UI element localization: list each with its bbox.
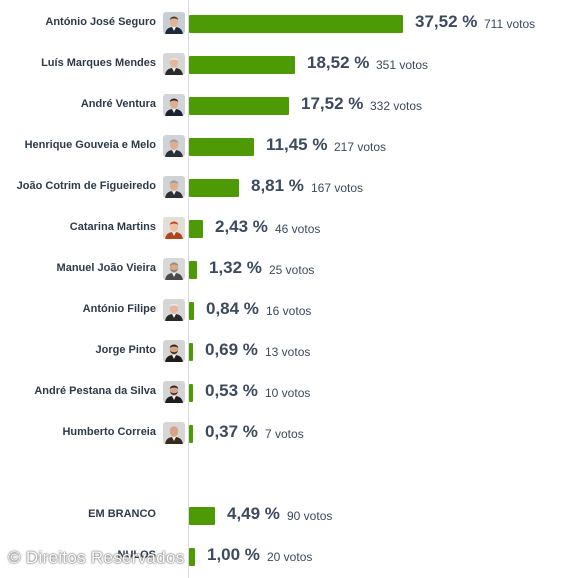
candidate-name: Humberto Correia [62,426,156,438]
axis-line [188,0,189,578]
percentage-label: 18,52 % [307,53,370,72]
candidate-name: Luís Marques Mendes [41,57,156,69]
result-bar [189,302,194,320]
candidate-row: Jorge Pinto 0,69 % 13 votos [0,340,574,364]
votes-label: 10 votos [265,386,311,400]
candidate-name: André Ventura [80,98,156,110]
percentage-label: 0,84 % [206,299,259,318]
candidate-avatar-icon [163,135,185,157]
percentage-label: 17,52 % [301,94,364,113]
candidate-name: António Filipe [82,303,156,315]
candidate-name: NULOS [117,549,157,561]
candidate-avatar-icon [163,258,185,280]
candidate-row: Catarina Martins 2,43 % 46 votos [0,217,574,241]
candidate-name: António José Seguro [45,16,156,28]
candidate-name: André Pestana da Silva [34,385,156,397]
candidate-row: António José Seguro 37,52 % 711 votos [0,12,574,36]
candidate-row: João Cotrim de Figueiredo 8,81 % 167 votos [0,176,574,200]
candidate-avatar-icon [163,340,185,362]
result-bar [189,220,203,238]
percentage-label: 11,45 % [266,135,328,154]
votes-label: 90 votos [287,509,333,523]
percentage-label: 1,32 % [209,258,262,277]
candidate-row: Manuel João Vieira 1,32 % 25 votos [0,258,574,282]
candidate-row: André Pestana da Silva 0,53 % 10 votos [0,381,574,405]
candidate-row: Henrique Gouveia e Melo 11,45 % 217 votos [0,135,574,159]
candidate-row: António Filipe 0,84 % 16 votos [0,299,574,323]
votes-label: 351 votos [376,58,429,72]
candidate-row: Humberto Correia 0,37 % 7 votos [0,422,574,446]
watermark: © Direitos Reservados [8,548,185,567]
percentage-label: 0,69 % [205,340,258,359]
votes-label: 46 votos [275,222,321,236]
candidate-name: Jorge Pinto [95,344,156,356]
candidate-row: EM BRANCO 4,49 % 90 votos [0,504,574,528]
result-bar [189,179,239,197]
candidate-avatar-icon [163,299,185,321]
percentage-label: 0,37 % [205,422,258,441]
votes-label: 167 votos [311,181,364,195]
percentage-label: 2,43 % [215,217,268,236]
candidate-row: André Ventura 17,52 % 332 votos [0,94,574,118]
result-bar [189,138,254,156]
candidate-avatar-icon [163,94,185,116]
percentage-label: 8,81 % [251,176,304,195]
result-bar [189,507,215,525]
candidate-avatar-icon [163,217,185,239]
candidate-avatar-icon [163,12,185,34]
candidate-name: Henrique Gouveia e Melo [24,139,156,151]
votes-label: 13 votos [265,345,311,359]
candidate-avatar-icon [163,422,185,444]
result-bar [189,425,193,443]
percentage-label: 1,00 % [207,545,260,564]
candidate-name: EM BRANCO [88,508,156,520]
candidate-avatar-icon [163,381,185,403]
candidate-row: NULOS 1,00 % 20 votos [0,545,574,569]
percentage-label: 0,53 % [205,381,258,400]
votes-label: 711 votos [484,17,536,31]
result-bar [189,97,289,115]
votes-label: 7 votos [265,427,304,441]
candidate-avatar-icon [163,53,185,75]
votes-label: 16 votos [266,304,312,318]
result-bar [189,261,197,279]
candidate-name: Catarina Martins [69,221,156,233]
result-bar [189,384,193,402]
candidate-name: João Cotrim de Figueiredo [16,180,156,192]
candidate-name: Manuel João Vieira [56,262,156,274]
votes-label: 332 votos [370,99,423,113]
result-bar [189,548,195,566]
candidate-avatar-icon [163,176,185,198]
result-bar [189,56,295,74]
votes-label: 25 votos [269,263,315,277]
percentage-label: 37,52 % [415,12,478,31]
percentage-label: 4,49 % [227,504,280,523]
votes-label: 217 votos [334,140,387,154]
candidate-row: Luís Marques Mendes 18,52 % 351 votos [0,53,574,77]
result-bar [189,15,403,33]
result-bar [189,343,193,361]
votes-label: 20 votos [267,550,313,564]
